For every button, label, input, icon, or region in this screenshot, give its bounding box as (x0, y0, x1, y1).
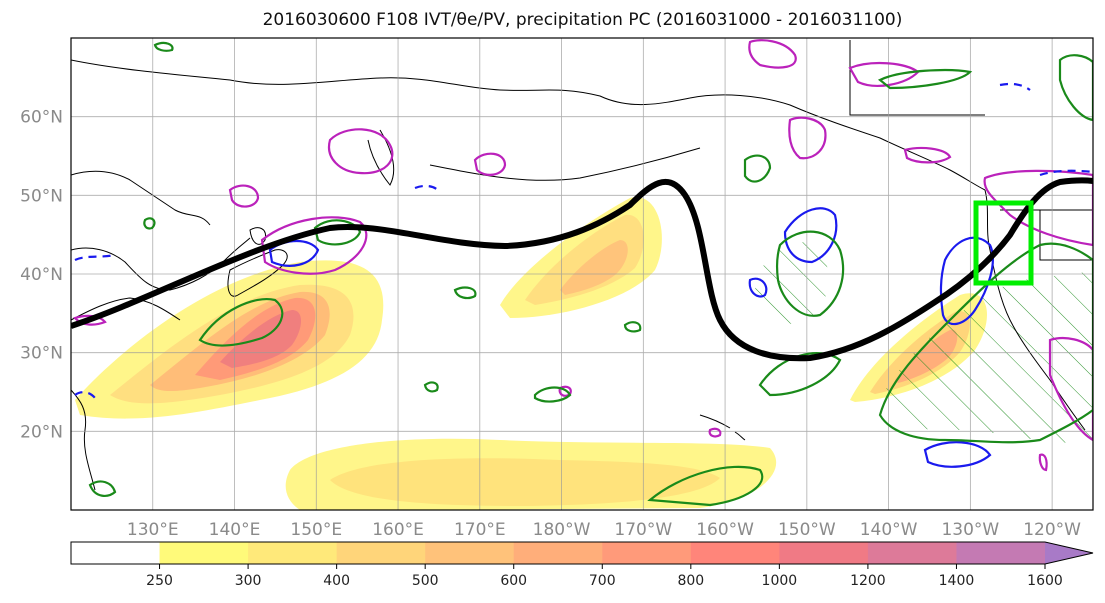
colorbar-segment (71, 542, 161, 564)
longitude-label: 170°E (454, 520, 506, 540)
colorbar-tick-label: 250 (146, 573, 173, 589)
colorbar-tick-label: 1600 (1027, 573, 1063, 589)
colorbar-extend-arrow (1045, 542, 1093, 564)
precip-contours (88, 41, 1093, 507)
longitude-label: 180°W (533, 520, 591, 540)
colorbar-tick-label: 1000 (762, 573, 798, 589)
latitude-labels: 20°N 30°N 40°N 50°N 60°N (20, 108, 63, 443)
map-frame (70, 37, 1094, 511)
latitude-label: 30°N (20, 344, 63, 364)
colorbar-segment (867, 542, 957, 564)
region-highlight-box (973, 200, 1034, 286)
colorbar-tick-label: 1400 (939, 573, 975, 589)
longitude-label: 120°W (1023, 520, 1081, 540)
colorbar-segment (336, 542, 426, 564)
ivt-shading (75, 197, 987, 510)
colorbar-tick-label: 800 (677, 573, 704, 589)
colorbar-tick-label: 700 (589, 573, 616, 589)
colorbar-tick-label: 500 (412, 573, 439, 589)
longitude-label: 130°E (127, 520, 179, 540)
longitude-label: 150°E (290, 520, 342, 540)
colorbar-tick-label: 300 (235, 573, 262, 589)
longitude-label: 160°E (372, 520, 424, 540)
colorbar-tick-label: 400 (323, 573, 350, 589)
colorbar-tick-label: 1200 (850, 573, 886, 589)
colorbar-segment (159, 542, 249, 564)
colorbar-tick-labels: 250 300 400 500 600 700 800 1000 1200 1400 1600 (146, 564, 1063, 589)
map-title: 2016030600 F108 IVT/θe/PV, precipitation… (262, 10, 903, 30)
latitude-label: 60°N (20, 108, 63, 128)
jet-axis-line (71, 177, 1093, 362)
longitude-label: 170°W (614, 520, 672, 540)
longitude-label: 160°W (696, 520, 754, 540)
longitude-label: 130°W (941, 520, 999, 540)
colorbar (70, 541, 1094, 565)
latitude-label: 20°N (20, 422, 63, 442)
longitude-labels: 130°E 140°E 150°E 160°E 170°E 180°W 170°W 160°W… (127, 520, 1081, 540)
colorbar-segment (248, 542, 338, 564)
latitude-label: 50°N (20, 186, 63, 206)
longitude-label: 150°W (778, 520, 836, 540)
colorbar-segment (956, 542, 1046, 564)
colorbar-segment (513, 542, 603, 564)
coastlines (71, 40, 1093, 491)
colorbar-segment (779, 542, 869, 564)
longitude-label: 140°E (209, 520, 261, 540)
colorbar-segment (602, 542, 692, 564)
colorbar-outline (70, 541, 1094, 565)
colorbar-tick-label: 600 (500, 573, 527, 589)
latitude-label: 40°N (20, 265, 63, 285)
longitude-label: 140°W (860, 520, 918, 540)
colorbar-segment (425, 542, 515, 564)
colorbar-segment (690, 542, 780, 564)
